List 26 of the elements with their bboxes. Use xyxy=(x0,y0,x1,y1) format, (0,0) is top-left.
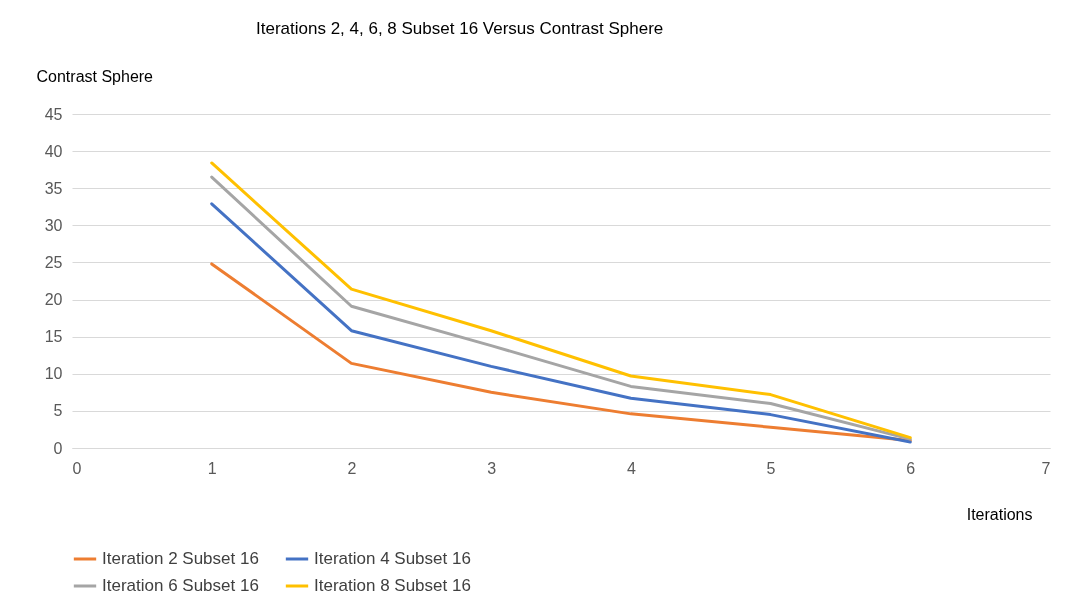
x-axis-title: Iterations xyxy=(966,505,1033,523)
x-tick-label: 3 xyxy=(487,459,497,477)
y-tick-label: 35 xyxy=(44,179,63,197)
x-tick-label: 0 xyxy=(72,459,82,477)
legend-label: Iteration 4 Subset 16 xyxy=(314,549,471,568)
y-tick-label: 40 xyxy=(44,142,63,160)
x-tick-label: 6 xyxy=(906,459,916,477)
x-tick-label: 2 xyxy=(347,459,357,477)
line-series xyxy=(210,262,912,443)
x-tick-label: 5 xyxy=(766,459,776,477)
y-tick-label: 25 xyxy=(44,253,63,271)
legend-label: Iteration 6 Subset 16 xyxy=(102,576,259,595)
chart-title: Iterations 2, 4, 6, 8 Subset 16 Versus Contrast Sphere xyxy=(256,19,664,38)
legend-label: Iteration 2 Subset 16 xyxy=(102,549,259,568)
y-tick-label: 45 xyxy=(44,105,63,123)
y-tick-label: 30 xyxy=(44,216,63,234)
legend-label: Iteration 8 Subset 16 xyxy=(314,576,471,595)
x-tick-label: 7 xyxy=(1041,459,1051,477)
y-axis-title: Contrast Sphere xyxy=(36,67,154,85)
x-tick-label: 1 xyxy=(207,459,217,477)
y-tick-label: 15 xyxy=(44,328,63,346)
x-tick-label: 4 xyxy=(626,459,636,477)
y-tick-label: 10 xyxy=(44,365,63,383)
y-tick-label: 0 xyxy=(53,439,63,457)
y-tick-label: 5 xyxy=(53,402,63,420)
y-tick-label: 20 xyxy=(44,291,63,309)
